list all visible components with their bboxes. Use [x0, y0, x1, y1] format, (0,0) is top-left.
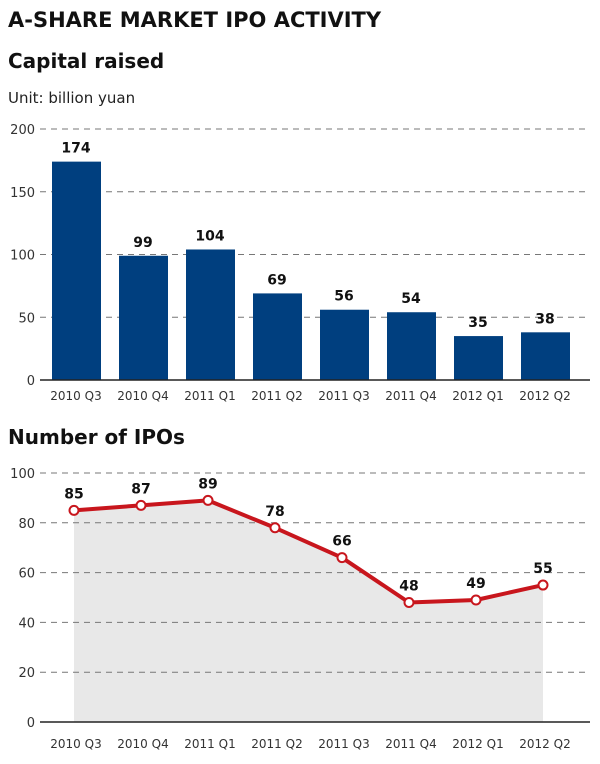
- x-tick-label: 2012 Q1: [452, 737, 503, 751]
- x-tick-label: 2012 Q2: [519, 389, 570, 403]
- x-tick-label: 2011 Q4: [385, 389, 436, 403]
- y-tick-label: 0: [27, 716, 35, 731]
- data-label: 87: [131, 481, 150, 497]
- data-label: 56: [334, 289, 353, 305]
- data-point: [537, 579, 549, 591]
- data-point: [336, 552, 348, 564]
- bar-chart-title: Capital raised: [8, 49, 164, 73]
- data-label: 38: [535, 311, 554, 327]
- data-point: [269, 522, 281, 534]
- x-tick-label: 2010 Q3: [50, 737, 101, 751]
- data-label: 35: [468, 315, 487, 331]
- x-tick-label: 2010 Q3: [50, 389, 101, 403]
- bar: [253, 293, 302, 380]
- series-line: [73, 498, 544, 605]
- data-label: 85: [64, 486, 83, 502]
- y-tick-label: 20: [18, 666, 35, 681]
- y-tick-label: 40: [18, 616, 35, 631]
- y-tick-label: 50: [18, 311, 35, 326]
- x-tick-label: 2011 Q3: [318, 737, 369, 751]
- x-tick-label: 2011 Q1: [184, 389, 235, 403]
- bar: [52, 161, 101, 380]
- y-tick-label: 150: [10, 186, 35, 201]
- area-fill: [74, 500, 543, 722]
- bar: [186, 249, 235, 380]
- x-tick-label: 2010 Q4: [117, 389, 168, 403]
- y-tick-label: 100: [10, 467, 35, 482]
- data-label: 55: [533, 561, 552, 577]
- x-tick-label: 2011 Q2: [251, 389, 302, 403]
- data-label: 48: [399, 578, 418, 594]
- bar-chart-unit: Unit: billion yuan: [8, 89, 135, 107]
- data-point: [470, 594, 482, 606]
- data-label: 69: [267, 272, 286, 288]
- x-tick-label: 2011 Q1: [184, 737, 235, 751]
- data-point: [202, 494, 214, 506]
- y-tick-label: 0: [27, 374, 35, 389]
- data-point: [135, 499, 147, 511]
- x-tick-label: 2012 Q1: [452, 389, 503, 403]
- line-chart-title: Number of IPOs: [8, 425, 185, 449]
- data-label: 99: [133, 235, 152, 251]
- y-tick-label: 200: [10, 123, 35, 138]
- x-tick-label: 2011 Q3: [318, 389, 369, 403]
- data-label: 49: [466, 576, 485, 592]
- data-point: [68, 504, 80, 516]
- line-chart: 0 20 40 60 80 100 85 2010 Q3 87 2010 Q4 89 2011 Q1 7…: [10, 467, 590, 751]
- bar: [387, 312, 436, 380]
- x-tick-label: 2011 Q4: [385, 737, 436, 751]
- y-tick-label: 100: [10, 249, 35, 264]
- data-label: 78: [265, 504, 284, 520]
- bar: [454, 336, 503, 380]
- x-tick-label: 2011 Q2: [251, 737, 302, 751]
- x-tick-label: 2010 Q4: [117, 737, 168, 751]
- bar-chart: 0 50 100 150 200 174 2010 Q3 99 2010 Q4 104 2011 Q…: [10, 123, 590, 403]
- bar: [119, 255, 168, 380]
- data-label: 66: [332, 534, 351, 550]
- data-label: 54: [401, 291, 421, 307]
- data-label: 89: [198, 476, 217, 492]
- bar: [320, 309, 369, 380]
- main-title: A-SHARE MARKET IPO ACTIVITY: [8, 8, 382, 32]
- x-tick-label: 2012 Q2: [519, 737, 570, 751]
- bar: [521, 332, 570, 380]
- y-tick-label: 60: [18, 567, 35, 582]
- y-tick-label: 80: [18, 517, 35, 532]
- data-label: 174: [61, 141, 90, 157]
- data-label: 104: [195, 228, 224, 244]
- data-point: [403, 596, 415, 608]
